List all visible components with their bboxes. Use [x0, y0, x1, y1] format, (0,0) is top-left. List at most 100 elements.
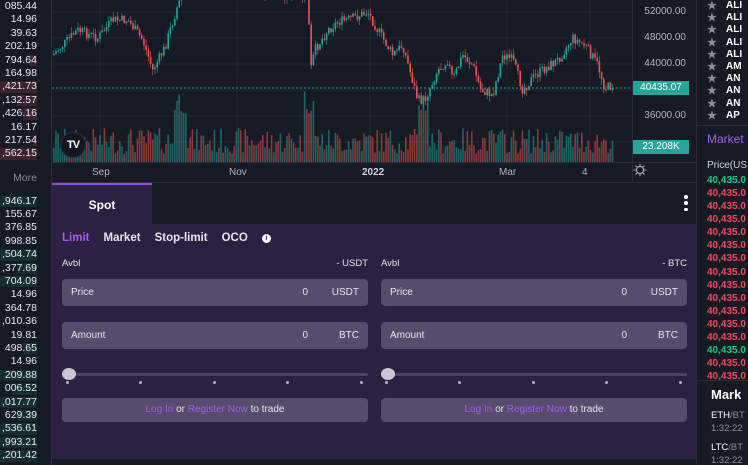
price-row[interactable]: 40,435.0	[707, 358, 746, 370]
price-row[interactable]: 40,435.0	[707, 174, 746, 186]
slider-thumb[interactable]	[381, 368, 395, 380]
favorite-row[interactable]: ★ ALI	[697, 37, 748, 49]
price-row[interactable]: 40,435.0	[707, 292, 746, 304]
price-axis[interactable]: 40435.07 23.208K 52000.00 48000.00 44000.0…	[632, 0, 696, 162]
star-icon[interactable]: ★	[707, 109, 717, 122]
price-value[interactable]: 0	[621, 287, 627, 298]
star-icon[interactable]: ★	[707, 60, 717, 73]
candlestick-chart[interactable]	[52, 0, 632, 162]
favorite-row[interactable]: ★ AN	[697, 73, 748, 85]
amount-value[interactable]: 0	[621, 330, 627, 341]
depth-row[interactable]: 794.64	[0, 54, 51, 67]
favorite-row[interactable]: ★ AM	[697, 61, 748, 73]
favorite-row[interactable]: ★ ALI	[697, 12, 748, 24]
slider-tick[interactable]	[458, 381, 461, 384]
market-section-title[interactable]: Market	[707, 131, 744, 146]
depth-row[interactable]: 006.52	[0, 382, 51, 395]
depth-row[interactable]: ,010.36	[0, 315, 51, 328]
star-icon[interactable]: ★	[707, 12, 717, 25]
price-row[interactable]: 40,435.0	[707, 253, 746, 265]
info-icon[interactable]: i	[261, 233, 271, 243]
trade-pair[interactable]: ETH/BT	[711, 410, 748, 421]
slider-tick[interactable]	[605, 381, 608, 384]
slider-tick[interactable]	[286, 381, 289, 384]
tab-stop-limit[interactable]: Stop-limit	[154, 232, 208, 244]
slider-track[interactable]	[66, 373, 368, 376]
price-row[interactable]: 40,435.0	[707, 279, 746, 291]
depth-row[interactable]: ,201.42	[0, 449, 51, 462]
more-options-icon[interactable]	[681, 195, 691, 211]
price-row[interactable]: 40,435.0	[707, 345, 746, 357]
register-link[interactable]: Register Now	[506, 404, 567, 415]
slider-track[interactable]	[385, 373, 687, 376]
depth-row[interactable]: 14.96	[0, 355, 51, 368]
price-row[interactable]: 40,435.0	[707, 214, 746, 226]
login-link[interactable]: Log In	[145, 404, 174, 415]
buy-price-input[interactable]: Price 0 USDT	[62, 279, 368, 306]
price-row[interactable]: 40,435.0	[707, 187, 746, 199]
depth-row[interactable]: ,562.15	[0, 147, 51, 160]
depth-row[interactable]: 209.88	[0, 369, 51, 382]
favorite-row[interactable]: ★ ALI	[697, 0, 748, 12]
tradingview-logo[interactable]: TV	[60, 132, 86, 158]
depth-row[interactable]: 202.19	[0, 40, 51, 53]
buy-amount-input[interactable]: Amount 0 BTC	[62, 322, 368, 349]
depth-row[interactable]: 155.67	[0, 208, 51, 221]
amount-value[interactable]: 0	[302, 330, 308, 341]
depth-row[interactable]: 16.17	[0, 121, 51, 134]
price-value[interactable]: 0	[302, 287, 308, 298]
star-icon[interactable]: ★	[707, 36, 717, 49]
depth-row[interactable]: 704.09	[0, 275, 51, 288]
depth-row[interactable]: ,993.21	[0, 436, 51, 449]
depth-row[interactable]: 39.63	[0, 27, 51, 40]
depth-row[interactable]: 164.98	[0, 67, 51, 80]
star-icon[interactable]: ★	[707, 48, 717, 61]
price-row[interactable]: 40,435.0	[707, 201, 746, 213]
depth-row[interactable]: 14.96	[0, 13, 51, 26]
slider-tick[interactable]	[139, 381, 142, 384]
depth-row[interactable]: ,426.16	[0, 107, 51, 120]
star-icon[interactable]: ★	[707, 24, 717, 37]
sell-amount-input[interactable]: Amount 0 BTC	[381, 322, 687, 349]
depth-row[interactable]: 217.54	[0, 134, 51, 147]
slider-tick[interactable]	[66, 381, 69, 384]
sell-percent-slider[interactable]	[381, 368, 687, 388]
favorite-row[interactable]: ★ AP	[697, 110, 748, 122]
time-axis[interactable]: Sep Nov 2022 Mar 4	[52, 162, 632, 183]
depth-row[interactable]: ,946.17	[0, 195, 51, 208]
slider-tick[interactable]	[385, 381, 388, 384]
depth-row[interactable]: 364.78	[0, 302, 51, 315]
sell-price-input[interactable]: Price 0 USDT	[381, 279, 687, 306]
favorite-row[interactable]: ★ ALI	[697, 49, 748, 61]
star-icon[interactable]: ★	[707, 73, 717, 86]
buy-percent-slider[interactable]	[62, 368, 368, 388]
trade-pair[interactable]: LTC/BT	[711, 442, 748, 453]
depth-row[interactable]: 498.65	[0, 342, 51, 355]
favorite-row[interactable]: ★ AN	[697, 98, 748, 110]
login-link[interactable]: Log In	[464, 404, 493, 415]
star-icon[interactable]: ★	[707, 97, 717, 110]
depth-row[interactable]: ,421.73	[0, 80, 51, 93]
slider-tick[interactable]	[532, 381, 535, 384]
depth-row[interactable]: 376.85	[0, 221, 51, 234]
favorite-row[interactable]: ★ AN	[697, 85, 748, 97]
slider-tick[interactable]	[360, 381, 363, 384]
slider-tick[interactable]	[213, 381, 216, 384]
register-link[interactable]: Register Now	[187, 404, 248, 415]
star-icon[interactable]: ★	[707, 85, 717, 98]
depth-row[interactable]: 085.44	[0, 0, 51, 13]
more-button[interactable]: More	[13, 171, 37, 184]
price-row[interactable]: 40,435.0	[707, 305, 746, 317]
tab-oco[interactable]: OCO	[221, 232, 248, 244]
price-row[interactable]: 40,435.0	[707, 266, 746, 278]
price-row[interactable]: 40,435.0	[707, 371, 746, 383]
tab-limit[interactable]: Limit	[62, 232, 90, 244]
slider-tick[interactable]	[679, 381, 682, 384]
depth-row[interactable]: ,017.77	[0, 396, 51, 409]
depth-row[interactable]: 629.39	[0, 409, 51, 422]
price-chart[interactable]: TV 40435.07 23.208K 52000.00 48000.00 4400…	[52, 0, 696, 183]
depth-row[interactable]: ,377.69	[0, 262, 51, 275]
price-row[interactable]: 40,435.0	[707, 318, 746, 330]
tab-market[interactable]: Market	[103, 232, 141, 244]
tab-spot[interactable]: Spot	[52, 183, 152, 224]
